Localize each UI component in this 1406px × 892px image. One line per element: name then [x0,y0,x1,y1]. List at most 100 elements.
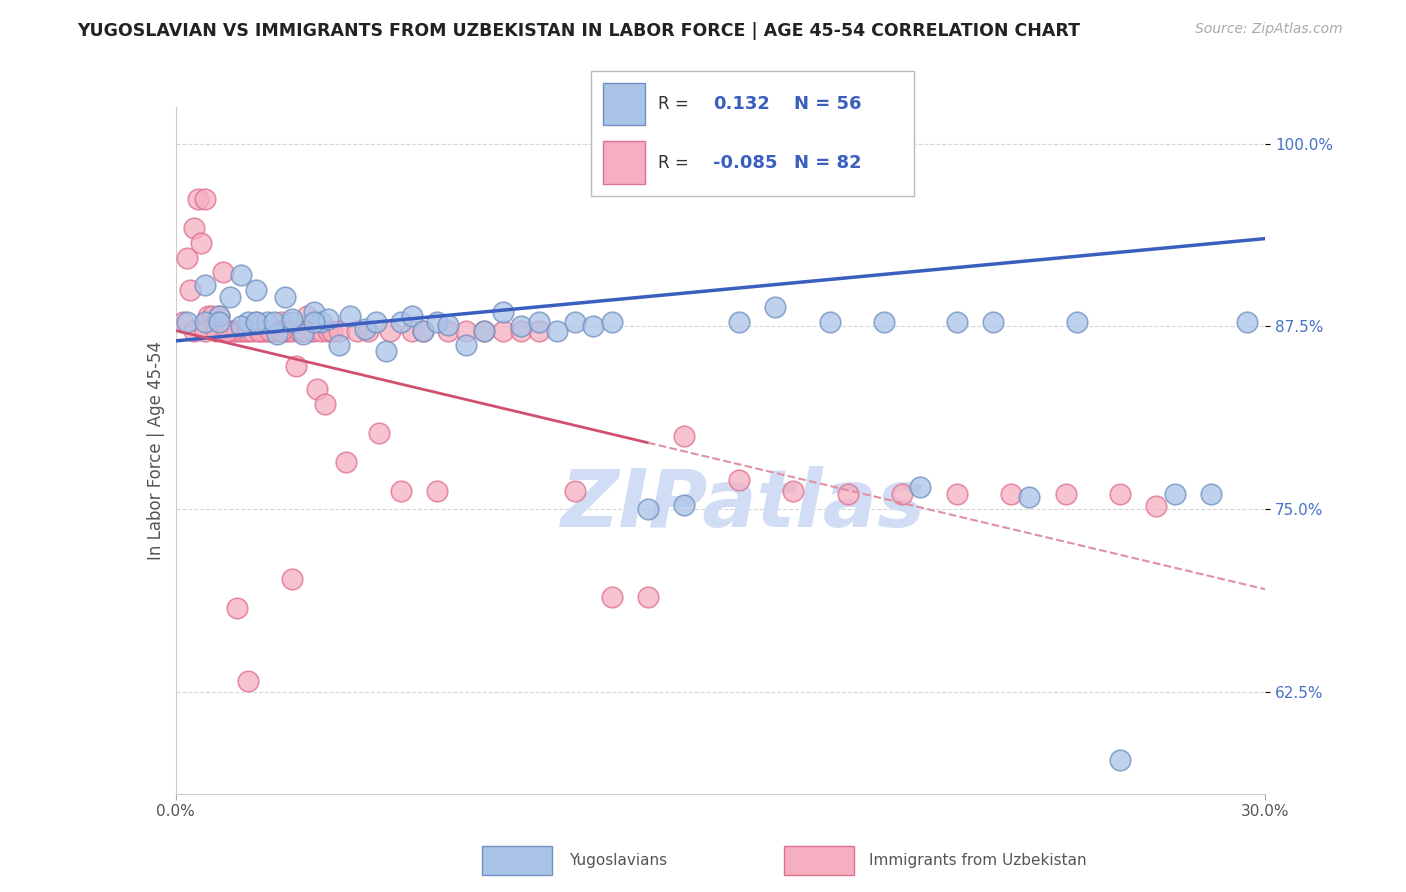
Point [945,487,967,501]
Point [389,315,412,329]
Point [1199,487,1222,501]
Point [281,572,304,586]
Point [818,315,841,329]
Point [238,315,260,329]
Point [299,324,322,338]
Text: N = 82: N = 82 [794,153,862,171]
Point [1163,487,1185,501]
Point [474,324,496,338]
Point [256,315,278,329]
Point [357,324,380,338]
FancyBboxPatch shape [591,71,914,196]
Point [637,502,659,516]
FancyBboxPatch shape [785,847,853,875]
FancyBboxPatch shape [603,141,645,184]
Point [263,324,285,338]
Point [328,324,350,338]
Point [1109,753,1132,767]
Point [474,324,496,338]
Point [509,324,531,338]
Point [190,235,212,250]
Point [194,278,217,293]
Point [176,251,198,265]
Point [412,324,434,338]
Point [339,309,361,323]
Point [346,324,368,338]
FancyBboxPatch shape [482,847,551,875]
Point [309,315,332,329]
Point [226,324,249,338]
Point [219,290,242,304]
Point [231,324,253,338]
Point [401,324,423,338]
Point [891,487,914,501]
Point [1066,315,1088,329]
Point [238,674,260,689]
Point [302,324,325,338]
Point [368,425,391,440]
Point [219,324,242,338]
Point [600,590,623,604]
Point [266,324,288,338]
Point [194,324,217,338]
Point [673,429,696,443]
Point [281,312,304,326]
Point [247,324,270,338]
Y-axis label: In Labor Force | Age 45-54: In Labor Force | Age 45-54 [146,341,165,560]
Point [208,309,231,323]
FancyBboxPatch shape [603,83,645,125]
Point [527,315,550,329]
Point [291,324,314,338]
Point [197,309,219,323]
Text: -0.085: -0.085 [713,153,778,171]
Point [364,315,387,329]
Point [763,300,786,314]
Point [637,590,659,604]
Point [1109,487,1132,501]
Point [291,324,314,338]
Point [183,221,205,235]
Point [215,324,238,338]
Point [527,324,550,338]
Point [208,309,231,323]
Point [437,318,460,332]
Point [245,283,267,297]
Point [247,324,270,338]
Point [212,265,235,279]
Point [564,484,586,499]
Point [183,324,205,338]
Point [302,315,325,329]
Point [873,315,896,329]
Point [945,315,967,329]
Point [256,324,278,338]
Point [266,326,288,341]
Point [1236,315,1258,329]
Point [204,315,226,329]
Point [509,319,531,334]
Text: Immigrants from Uzbekistan: Immigrants from Uzbekistan [869,854,1087,868]
Point [727,315,749,329]
Point [727,473,749,487]
Point [456,338,478,352]
Point [291,326,314,341]
Point [270,324,292,338]
Point [1000,487,1022,501]
Point [426,315,449,329]
Point [910,480,932,494]
Point [309,324,332,338]
Point [252,324,274,338]
Point [375,344,398,359]
Text: R =: R = [658,153,689,171]
Point [281,324,304,338]
Point [1018,490,1040,504]
Point [274,290,297,304]
Point [259,324,281,338]
Point [259,324,281,338]
Point [295,309,318,323]
Point [318,312,340,326]
Text: N = 56: N = 56 [794,95,862,112]
Point [270,315,292,329]
Point [314,397,336,411]
Point [231,268,253,282]
Point [492,324,515,338]
